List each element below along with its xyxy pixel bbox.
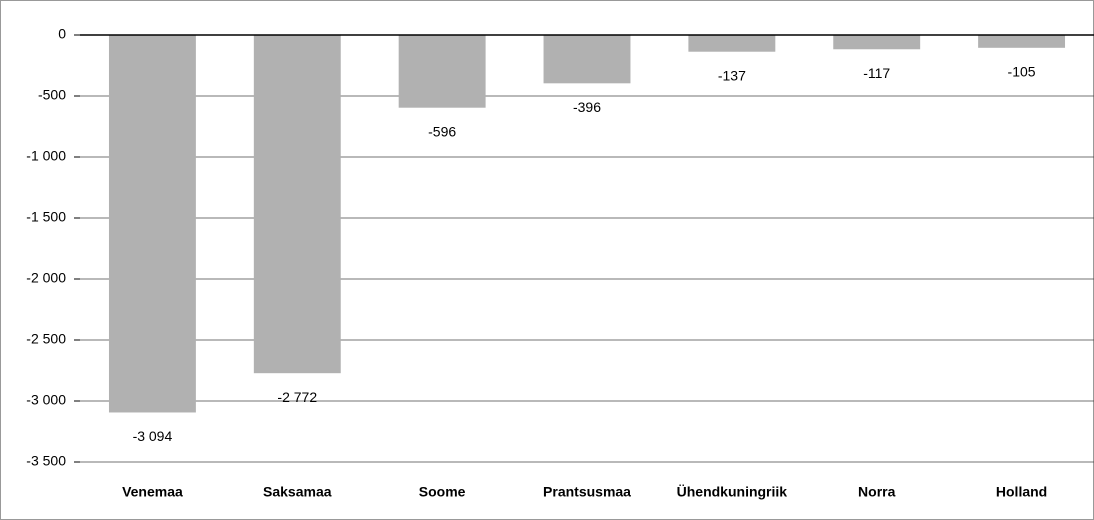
x-tick-label: Norra	[858, 484, 896, 500]
data-label: -2 772	[277, 389, 317, 405]
y-tick-label: -2 500	[26, 331, 66, 347]
data-label: -137	[718, 67, 746, 83]
data-label: -3 094	[133, 428, 173, 444]
y-tick-label: -500	[38, 87, 66, 103]
x-tick-label: Ühendkuningriik	[677, 484, 788, 500]
y-tick-label: -1 000	[26, 148, 66, 164]
x-tick-label: Soome	[419, 484, 466, 500]
data-label: -117	[863, 65, 890, 81]
x-tick-label: Venemaa	[122, 484, 183, 500]
bar	[543, 35, 631, 84]
bar	[833, 35, 921, 50]
bar	[978, 35, 1066, 48]
bar	[253, 35, 341, 374]
x-tick-label: Holland	[996, 484, 1047, 500]
bar	[398, 35, 486, 108]
y-tick-label: 0	[58, 26, 66, 42]
bar	[688, 35, 776, 52]
y-tick-label: -2 000	[26, 270, 66, 286]
y-tick-label: -1 500	[26, 209, 66, 225]
data-label: -105	[1008, 64, 1036, 80]
x-tick-label: Prantsusmaa	[543, 484, 631, 500]
y-tick-label: -3 000	[26, 392, 66, 408]
y-tick-label: -3 500	[26, 453, 66, 469]
x-tick-label: Saksamaa	[263, 484, 332, 500]
data-label: -396	[573, 99, 601, 115]
bar	[108, 35, 196, 413]
data-label: -596	[428, 123, 456, 139]
